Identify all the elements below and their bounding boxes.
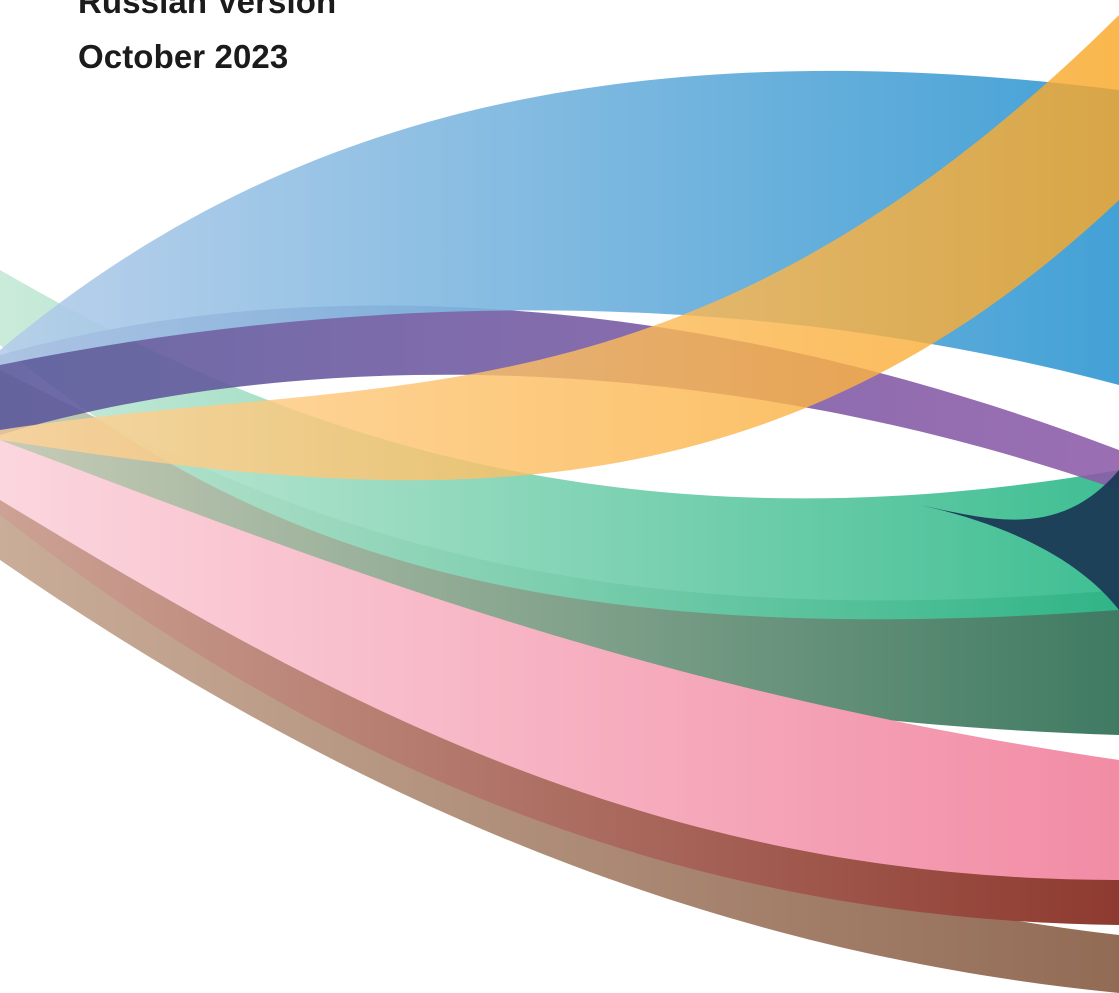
ribbon-teal-green [0, 270, 1119, 620]
ribbon-dark-green [0, 370, 1119, 735]
date-label: October 2023 [78, 38, 289, 75]
ribbon-navy [920, 470, 1119, 610]
ribbon-brown-rose [0, 450, 1119, 925]
ribbon-orange [0, 15, 1119, 481]
cover-heading: Russian Version October 2023 [78, 0, 336, 81]
version-label: Russian Version [78, 0, 337, 20]
ribbon-brown [0, 470, 1119, 993]
ribbon-pink [0, 440, 1119, 880]
ribbon-purple [0, 305, 1119, 490]
